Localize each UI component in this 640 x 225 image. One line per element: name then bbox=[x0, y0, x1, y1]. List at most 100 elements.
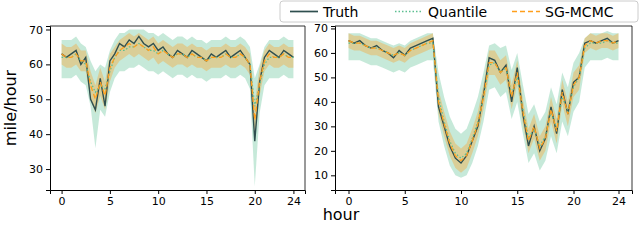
plot-area bbox=[62, 29, 294, 186]
tick-mark bbox=[405, 190, 406, 194]
tick-label: 70 bbox=[314, 22, 328, 35]
tick: 5 bbox=[107, 190, 114, 208]
y-axis: 10 20 30 40 50 60 70 bbox=[314, 22, 336, 190]
tick-label: 70 bbox=[29, 24, 43, 37]
tick: 24 bbox=[612, 190, 626, 208]
frame bbox=[50, 26, 305, 27]
tick-label: 20 bbox=[567, 195, 581, 208]
tick: 24 bbox=[287, 190, 301, 208]
tick-label: 40 bbox=[29, 128, 43, 141]
tick-label: 0 bbox=[346, 195, 353, 208]
tick-mark bbox=[206, 190, 207, 194]
tick: 0 bbox=[346, 190, 353, 208]
tick-mark bbox=[331, 53, 335, 54]
legend-swatch bbox=[512, 11, 540, 13]
axis-line bbox=[51, 191, 306, 195]
line bbox=[349, 41, 619, 161]
tick-mark bbox=[461, 190, 462, 194]
y-axis: 30 40 50 60 70 bbox=[29, 24, 51, 191]
x-axis-title: hour bbox=[323, 205, 360, 224]
tick-label: 0 bbox=[59, 195, 66, 208]
tick-mark bbox=[293, 190, 294, 194]
tick-mark bbox=[110, 190, 111, 194]
legend-swatch bbox=[395, 11, 423, 13]
tick: 5 bbox=[402, 190, 409, 208]
tick-label: 10 bbox=[152, 195, 166, 208]
tick: 20 bbox=[314, 145, 335, 158]
tick-mark bbox=[349, 190, 350, 194]
tick: 70 bbox=[314, 22, 335, 35]
tick: 20 bbox=[567, 190, 581, 208]
tick: 10 bbox=[314, 169, 335, 182]
tick-mark bbox=[331, 28, 335, 29]
line bbox=[62, 36, 294, 141]
tick-label: 15 bbox=[511, 195, 525, 208]
tick-label: 60 bbox=[314, 47, 328, 60]
band bbox=[349, 33, 619, 173]
legend-label: Truth bbox=[322, 4, 359, 20]
tick: 10 bbox=[455, 190, 469, 208]
tick-label: 20 bbox=[314, 145, 328, 158]
tick-label: 24 bbox=[287, 195, 301, 208]
tick-mark bbox=[331, 126, 335, 127]
frame bbox=[335, 26, 632, 27]
tick: 10 bbox=[152, 190, 166, 208]
tick-label: 5 bbox=[107, 195, 114, 208]
plot-area bbox=[349, 31, 619, 178]
tick: 50 bbox=[29, 93, 50, 106]
legend: Truth Quantile SG-MCMC bbox=[280, 1, 638, 22]
tick: 70 bbox=[29, 24, 50, 37]
axis-line bbox=[331, 27, 336, 191]
tick-label: 10 bbox=[455, 195, 469, 208]
tick-label: 10 bbox=[314, 169, 328, 182]
tick-mark bbox=[574, 190, 575, 194]
tick: 30 bbox=[314, 120, 335, 133]
tick: 30 bbox=[29, 163, 50, 176]
panel: 0 5 10 15 20 24 30 40 50 60 70 bbox=[29, 24, 306, 208]
tick: 40 bbox=[29, 128, 50, 141]
frame bbox=[305, 26, 306, 190]
panel: 0 5 10 15 20 24 10 20 30 40 50 60 70 bbox=[314, 22, 633, 207]
tick-mark bbox=[46, 99, 50, 100]
tick-label: 30 bbox=[314, 120, 328, 133]
tick: 60 bbox=[314, 47, 335, 60]
line bbox=[62, 43, 294, 120]
tick-mark bbox=[331, 77, 335, 78]
tick-label: 20 bbox=[248, 195, 262, 208]
line bbox=[349, 38, 619, 163]
tick-label: 15 bbox=[200, 195, 214, 208]
legend-label: Quantile bbox=[428, 4, 487, 20]
tick-mark bbox=[46, 134, 50, 135]
tick: 15 bbox=[200, 190, 214, 208]
frame bbox=[632, 26, 633, 190]
tick-label: 50 bbox=[29, 93, 43, 106]
legend-label: SG-MCMC bbox=[545, 4, 614, 20]
band bbox=[62, 29, 294, 186]
tick-mark bbox=[331, 175, 335, 176]
tick-label: 50 bbox=[314, 71, 328, 84]
figure: 05101520243040506070hourmile/hourTruthQu… bbox=[0, 0, 640, 225]
tick: 60 bbox=[29, 58, 50, 71]
legend-box bbox=[280, 1, 638, 22]
tick-mark bbox=[331, 151, 335, 152]
tick-mark bbox=[331, 102, 335, 103]
tick: 15 bbox=[511, 190, 525, 208]
tick-label: 24 bbox=[612, 195, 626, 208]
tick: 0 bbox=[59, 190, 66, 208]
tick-mark bbox=[46, 64, 50, 65]
tick-mark bbox=[158, 190, 159, 194]
x-axis: 0 5 10 15 20 24 bbox=[336, 190, 633, 208]
band bbox=[62, 33, 294, 138]
legend-swatch bbox=[290, 11, 318, 13]
tick: 50 bbox=[314, 71, 335, 84]
y-axis-title: mile/hour bbox=[1, 69, 20, 146]
tick-label: 30 bbox=[29, 163, 43, 176]
tick-mark bbox=[46, 29, 50, 30]
tick-mark bbox=[46, 169, 50, 170]
x-axis: 0 5 10 15 20 24 bbox=[51, 190, 306, 208]
axis-line bbox=[46, 27, 51, 191]
tick-mark bbox=[517, 190, 518, 194]
tick-mark bbox=[62, 190, 63, 194]
tick-label: 40 bbox=[314, 96, 328, 109]
tick-label: 5 bbox=[402, 195, 409, 208]
